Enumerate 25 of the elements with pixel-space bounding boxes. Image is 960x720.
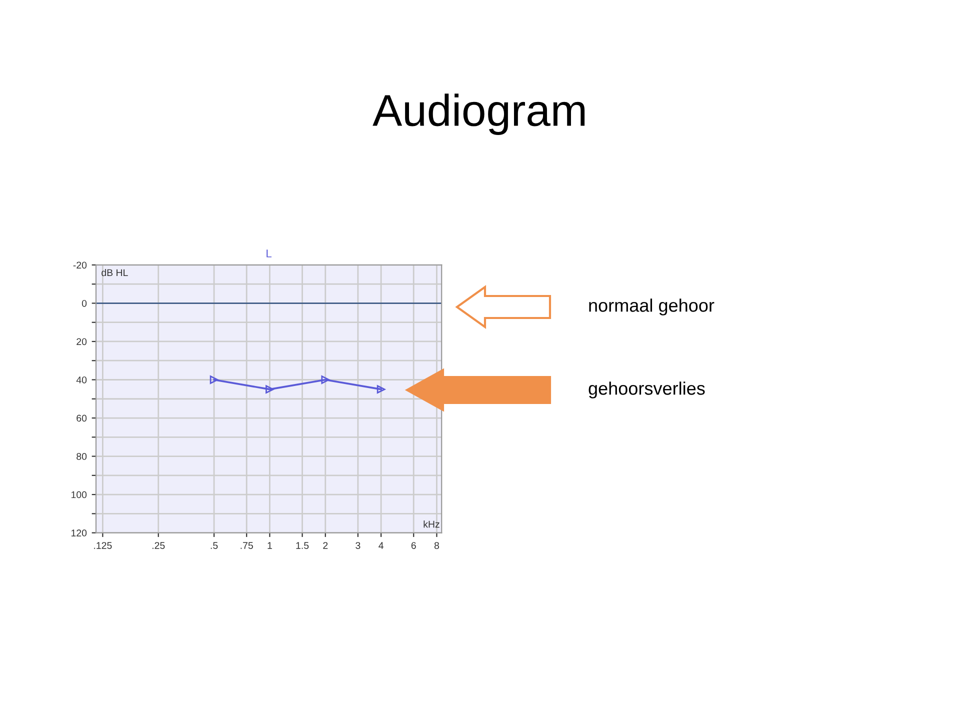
x-tick-label: 3: [356, 542, 360, 549]
y-tick-label: 60: [76, 414, 87, 422]
y-axis-title: dB HL: [102, 268, 128, 276]
y-tick-label: 120: [71, 530, 87, 536]
text: normaal gehoor: [589, 298, 714, 316]
x-tick-label: 6: [411, 542, 416, 549]
text: gehoorsverlies: [588, 382, 705, 398]
x-tick-label: .25: [152, 542, 165, 549]
y-tick-label: 0: [82, 300, 87, 307]
x-tick-label: .5: [210, 542, 218, 549]
text: L: [266, 250, 272, 258]
chart-title: Audiogram: [372, 94, 585, 136]
x-tick-label: 1: [268, 542, 272, 549]
x-axis-title: kHz: [424, 520, 440, 528]
y-tick-label: -20: [73, 262, 87, 269]
y-tick-label: 40: [76, 376, 87, 384]
x-tick-label: 8: [434, 542, 440, 549]
y-tick-label: 20: [76, 338, 87, 346]
x-tick-label: 2: [323, 542, 328, 549]
x-tick-label: .125: [94, 542, 112, 549]
y-tick-label: 80: [76, 453, 87, 460]
x-tick-label: .75: [240, 542, 253, 549]
y-tick-label: 100: [71, 491, 87, 498]
x-tick-label: 1.5: [296, 542, 309, 549]
x-tick-label: 4: [378, 542, 384, 549]
